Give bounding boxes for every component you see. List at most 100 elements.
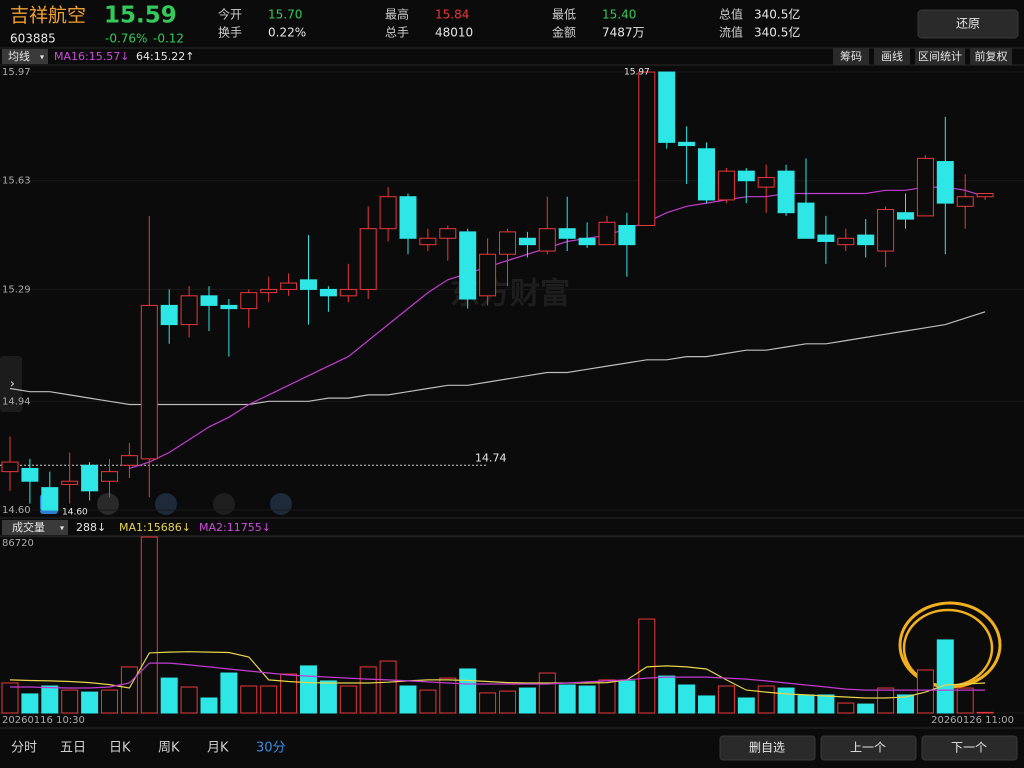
side-handle[interactable] [0,356,22,412]
candle-body [459,231,477,300]
field-value: 15.84 [435,8,469,22]
volume-bar [598,679,616,714]
bottom-button-label: 删自选 [749,741,785,755]
candle-body [698,148,715,201]
period-tab[interactable]: 分时 [11,741,37,756]
volume-bar [698,695,715,714]
volume-bar [976,711,994,714]
candle-body [976,193,994,198]
candle-body [1,461,19,473]
volume-bar [678,684,696,714]
candle-body [777,170,795,214]
candle-body [21,467,39,482]
stock-code: 603885 [10,32,56,46]
period-tab[interactable]: 五日 [60,741,86,756]
candle-body [857,234,875,246]
candle-body [877,208,895,252]
candle-body [359,228,377,290]
candle-body [339,288,357,297]
bottom-button[interactable] [719,735,816,761]
candle-body [180,295,198,326]
volume-bar [359,666,377,714]
x-end-label: 20260126 11:00 [931,715,1014,726]
price: 15.59 [104,3,177,29]
side-arrow: › [10,377,15,391]
bottom-button[interactable] [820,735,917,761]
nav-button[interactable] [213,493,235,515]
toolbar-button[interactable] [874,48,910,65]
candle-body [737,170,755,182]
volume-bar [897,694,914,714]
volume-bar [717,685,735,714]
candle-body [638,71,656,226]
restore-button[interactable] [917,9,1019,39]
volume-bar [558,684,576,714]
y-tick-label: 15.97 [2,67,31,78]
volume-bar [757,685,775,714]
toolbar-button[interactable] [970,48,1012,65]
candle-body [439,228,457,239]
field-value: 340.5亿 [754,7,800,22]
volume-bar [180,686,198,714]
toolbar-button[interactable] [833,48,869,65]
volume-bar [658,675,676,714]
toolbar-button-label: 筹码 [840,49,862,63]
candle-body [578,237,596,246]
bottom-buttons: 删自选 上一个 下一个 [719,735,1018,761]
candle-body [419,237,437,246]
volume-current: 288↓ [76,521,106,534]
volume-bar [419,689,437,714]
period-tab[interactable]: 周K [158,741,180,756]
volume-bar [837,702,855,714]
volume-bar [61,689,79,714]
volume-bar [877,687,895,714]
bottom-button-label: 下一个 [951,741,987,755]
period-tab[interactable]: 30分 [256,741,286,756]
period-tab[interactable]: 月K [207,741,229,756]
volume-dropdown-label: 成交量 [12,520,45,534]
dropdown-arrow: ▾ [60,524,64,533]
volume-bar [379,660,397,714]
toolbar-button[interactable] [915,48,965,65]
bottom-button[interactable] [921,735,1018,761]
volume-bar [797,694,815,714]
volume-bar [140,536,158,714]
volume-bar [479,692,497,714]
nav-button[interactable] [155,493,177,515]
ma2-legend: MA2:11755↓ [199,521,271,534]
candle-body [479,253,497,297]
volume-bar [240,685,258,714]
candle-body [837,237,855,246]
volume-ma1-line [9,651,986,699]
max-label: 15.97 [624,68,650,78]
candle-body [140,304,158,460]
ma64-legend: 64:15.22↑ [136,50,194,63]
dropdown-arrow: ▾ [40,53,44,62]
toolbar-button-label: 前复权 [975,49,1008,63]
nav-button[interactable] [270,493,292,515]
candle-body [897,212,914,220]
fields: 今开 15.70 换手 0.22% 最高 15.84 总手 48010 最低 15.40 金额 748… [218,7,800,40]
ma-dropdown[interactable] [2,49,48,64]
candle-body [538,228,556,252]
volume-bar [936,639,954,714]
y-tick-label: 15.29 [2,284,31,295]
nav-button[interactable] [97,493,119,515]
field-label: 总值 [719,7,743,22]
bottom-button-label: 上一个 [850,741,886,755]
field-value: 7487万 [602,26,645,40]
period-tab[interactable]: 日K [109,741,131,756]
candle-body [499,231,516,255]
period-tabs: 分时 五日 日K 周K 月K 30分 [11,741,286,756]
field-label: 最低 [552,8,576,22]
candle-body [717,170,735,201]
candle-body [916,157,934,217]
volume-ma2-line [10,662,986,691]
volume-dropdown[interactable] [2,520,68,535]
field-value: 15.40 [602,8,636,22]
candle-body [81,464,99,492]
candle-body [61,480,79,485]
volume-bar [857,703,875,714]
field-value: 48010 [435,26,473,40]
